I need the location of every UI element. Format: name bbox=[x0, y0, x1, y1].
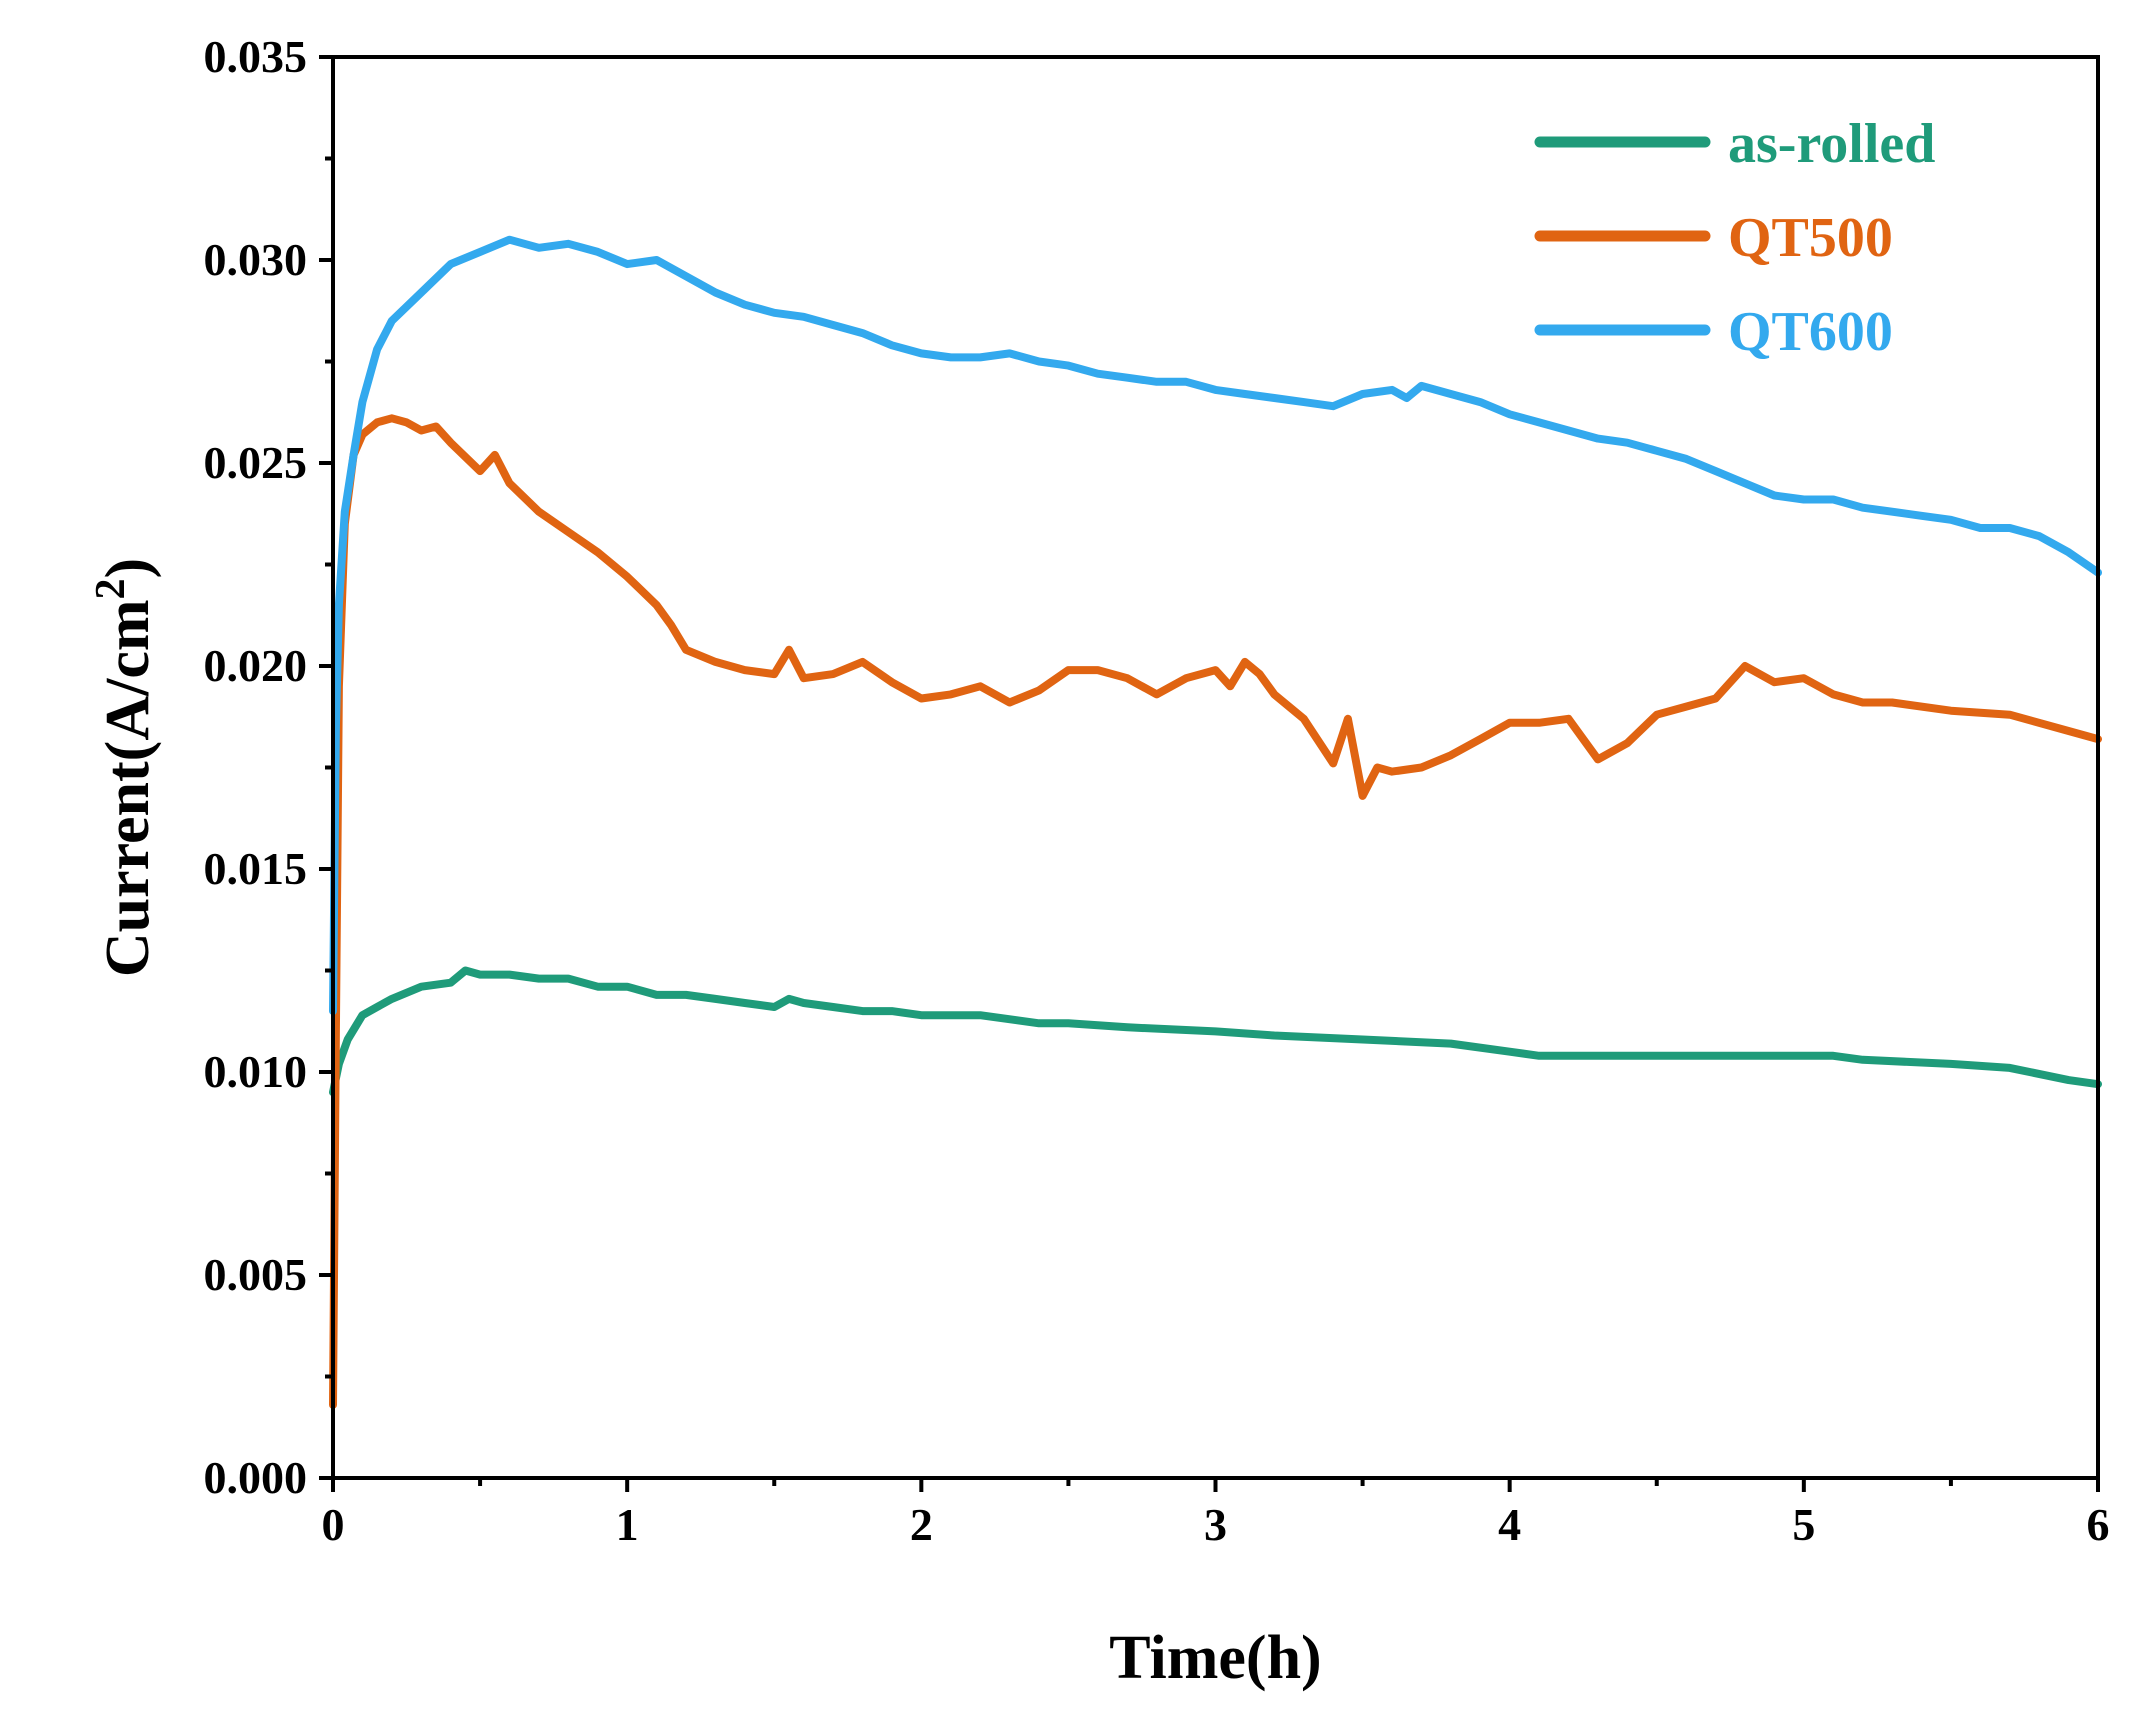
legend-label-qt600: QT600 bbox=[1728, 301, 1893, 363]
x-tick-label: 2 bbox=[910, 1499, 933, 1550]
x-tick-label: 3 bbox=[1204, 1499, 1227, 1550]
series-line-qt600 bbox=[329, 235, 2102, 1016]
y-tick-label: 0.035 bbox=[204, 31, 308, 82]
y-axis-title: Current(A/cm2) bbox=[88, 558, 162, 977]
x-axis-title: Time(h) bbox=[1109, 1624, 1321, 1692]
series-line-as-rolled bbox=[329, 966, 2102, 1097]
y-tick-label: 0.030 bbox=[204, 234, 308, 285]
series-line-qt500 bbox=[329, 414, 2102, 1409]
y-axis-title-close: ) bbox=[94, 558, 162, 579]
x-tick-label: 1 bbox=[616, 1499, 639, 1550]
y-tick-label: 0.025 bbox=[204, 437, 308, 488]
x-tick-label: 6 bbox=[2087, 1499, 2110, 1550]
y-tick-label: 0.020 bbox=[204, 640, 308, 691]
legend-label-as-rolled: as-rolled bbox=[1728, 113, 1935, 175]
y-tick-label: 0.015 bbox=[204, 843, 308, 894]
x-tick-label: 5 bbox=[1792, 1499, 1815, 1550]
y-tick-label: 0.000 bbox=[204, 1452, 308, 1503]
y-axis-title-superscript: 2 bbox=[88, 579, 134, 600]
x-tick-label: 4 bbox=[1498, 1499, 1521, 1550]
y-axis-title-main: Current(A/cm bbox=[94, 600, 162, 978]
ticks-layer: 0 1 2 3 4 5 6 0.000 0.005 0.010 0.015 0.020 0.025 0.0… bbox=[204, 31, 2110, 1550]
y-tick-label: 0.005 bbox=[204, 1249, 308, 1300]
legend: as-rolled QT500 QT600 bbox=[1534, 113, 1935, 363]
y-tick-label: 0.010 bbox=[204, 1046, 308, 1097]
series-layer bbox=[329, 235, 2102, 1409]
plot-frame bbox=[331, 55, 2100, 1480]
x-tick-label: 0 bbox=[322, 1499, 345, 1550]
legend-label-qt500: QT500 bbox=[1728, 207, 1893, 269]
